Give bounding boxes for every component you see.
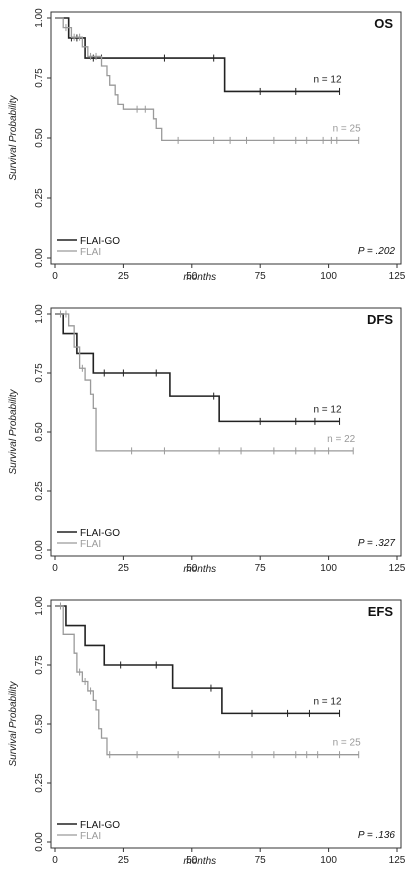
legend-label: FLAI-GO bbox=[80, 236, 120, 247]
x-tick-label: 75 bbox=[255, 563, 267, 574]
y-tick-label: 0.75 bbox=[34, 655, 45, 675]
panel-title: OS bbox=[374, 16, 393, 31]
x-tick-label: 50 bbox=[186, 271, 198, 282]
plot-frame bbox=[50, 307, 402, 557]
y-axis-title: Survival Probability bbox=[8, 94, 19, 180]
n-label: n = 12 bbox=[313, 74, 342, 85]
legend-label: FLAI bbox=[80, 831, 101, 842]
x-tick-label: 75 bbox=[255, 855, 267, 866]
x-tick-label: 0 bbox=[52, 271, 58, 282]
p-value: P = .136 bbox=[358, 830, 396, 841]
n-label: n = 12 bbox=[313, 404, 342, 415]
y-tick-label: 0.25 bbox=[34, 481, 45, 501]
y-tick-label: 0.00 bbox=[34, 832, 45, 852]
x-tick-label: 0 bbox=[52, 855, 58, 866]
x-tick-label: 25 bbox=[118, 855, 130, 866]
n-label: n = 22 bbox=[327, 434, 356, 445]
x-tick-label: 100 bbox=[320, 563, 337, 574]
survival-curve-flai-go bbox=[55, 605, 340, 715]
y-tick-label: 1.00 bbox=[34, 8, 45, 28]
x-tick-label: 125 bbox=[389, 271, 405, 282]
y-tick-label: 0.25 bbox=[34, 188, 45, 208]
x-tick-label: 100 bbox=[320, 855, 337, 866]
y-axis-title: Survival Probability bbox=[8, 388, 19, 474]
p-value: P = .327 bbox=[358, 538, 396, 549]
y-tick-label: 0.50 bbox=[34, 714, 45, 734]
km-panel-efs: 0 25 50 75 100 125 0.00 0.25 0.50 0.75 1.00 months S… bbox=[8, 596, 405, 867]
legend-label: FLAI bbox=[80, 247, 101, 258]
p-value: P = .202 bbox=[358, 246, 396, 257]
y-tick-label: 0.00 bbox=[34, 248, 45, 268]
y-tick-label: 0.75 bbox=[34, 363, 45, 383]
survival-curve-flai bbox=[55, 17, 359, 142]
y-tick-label: 0.50 bbox=[34, 128, 45, 148]
x-tick-label: 50 bbox=[186, 855, 198, 866]
n-label: n = 25 bbox=[333, 738, 362, 749]
x-tick-label: 75 bbox=[255, 271, 267, 282]
survival-curve-flai bbox=[55, 605, 359, 756]
x-tick-label: 100 bbox=[320, 271, 337, 282]
legend-label: FLAI bbox=[80, 539, 101, 550]
plot-frame bbox=[50, 599, 402, 849]
legend-label: FLAI-GO bbox=[80, 528, 120, 539]
y-axis-title: Survival Probability bbox=[8, 680, 19, 766]
y-tick-label: 0.00 bbox=[34, 540, 45, 560]
plot-frame bbox=[50, 11, 402, 265]
km-panel-dfs: 0 25 50 75 100 125 0.00 0.25 0.50 0.75 1.00 months S… bbox=[8, 304, 405, 575]
x-axis-title: months bbox=[183, 564, 216, 575]
survival-curve-flai-go bbox=[55, 17, 340, 93]
y-tick-label: 1.00 bbox=[34, 304, 45, 324]
x-axis-title: months bbox=[183, 856, 216, 867]
panel-title: EFS bbox=[368, 604, 394, 619]
x-tick-label: 125 bbox=[389, 855, 405, 866]
y-tick-label: 0.25 bbox=[34, 773, 45, 793]
y-tick-label: 0.50 bbox=[34, 422, 45, 442]
survival-curve-flai bbox=[55, 313, 354, 452]
y-tick-label: 1.00 bbox=[34, 596, 45, 616]
survival-curve-flai-go bbox=[55, 313, 340, 423]
x-tick-label: 50 bbox=[186, 563, 198, 574]
x-tick-label: 0 bbox=[52, 563, 58, 574]
n-label: n = 12 bbox=[313, 696, 342, 707]
panel-title: DFS bbox=[367, 312, 393, 327]
x-tick-label: 25 bbox=[118, 563, 130, 574]
legend-label: FLAI-GO bbox=[80, 820, 120, 831]
x-axis-title: months bbox=[183, 272, 216, 283]
x-tick-label: 125 bbox=[389, 563, 405, 574]
km-panel-os: 0 25 50 75 100 125 0.00 0.25 0.50 0.75 1.00 months S… bbox=[8, 8, 405, 283]
n-label: n = 25 bbox=[333, 123, 362, 134]
x-tick-label: 25 bbox=[118, 271, 130, 282]
y-tick-label: 0.75 bbox=[34, 68, 45, 88]
